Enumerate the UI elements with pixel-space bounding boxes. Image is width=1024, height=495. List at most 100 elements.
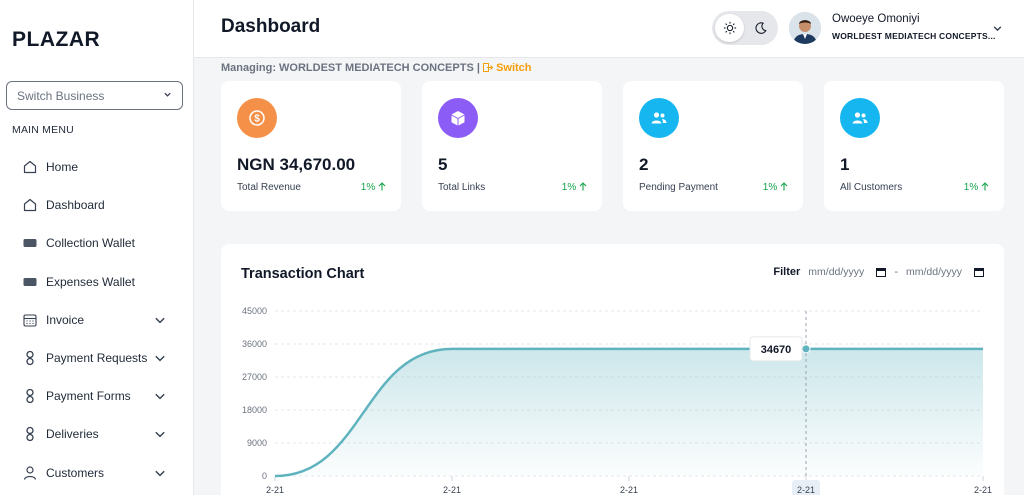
stat-card-all-customers[interactable]: 1 All Customers 1% xyxy=(824,81,1004,211)
calendar-icon[interactable] xyxy=(876,267,887,277)
sidebar-item-label: Dashboard xyxy=(46,198,105,213)
stat-value: NGN 34,670.00 xyxy=(237,155,356,174)
stat-card-pending-payment[interactable]: 2 Pending Payment 1% xyxy=(623,81,803,211)
page-title: Dashboard xyxy=(221,16,321,37)
chevron-down-icon[interactable] xyxy=(154,314,166,326)
sidebar-item-payment-requests[interactable]: Payment Requests xyxy=(0,339,194,377)
stat-value: 2 xyxy=(639,155,649,174)
link-icon xyxy=(22,350,38,366)
tooltip-value: 34670 xyxy=(761,344,792,356)
x-tick-label: 2-21 xyxy=(620,485,638,495)
sidebar-item-label: Payment Requests xyxy=(46,351,148,366)
theme-toggle[interactable] xyxy=(712,11,778,45)
date-separator: - xyxy=(894,266,898,278)
main-menu-label: MAIN MENU xyxy=(12,124,74,136)
stat-card-total-revenue[interactable]: $ NGN 34,670.00 Total Revenue 1% xyxy=(221,81,401,211)
switch-icon xyxy=(483,63,494,72)
y-tick-label: 27000 xyxy=(242,372,267,382)
y-tick-label: 18000 xyxy=(242,405,267,415)
top-header: Dashboard Owoeye Omoniyi WORLDEST MEDIAT… xyxy=(194,0,1024,58)
avatar[interactable] xyxy=(789,12,821,44)
x-tick-highlight xyxy=(792,480,820,495)
x-tick-label: 2-21 xyxy=(443,485,461,495)
transaction-chart-card: Transaction Chart Filter mm/dd/yyyy - mm… xyxy=(221,244,1004,495)
tooltip-box xyxy=(749,336,803,362)
sidebar-item-label: Payment Forms xyxy=(46,389,131,404)
managing-label: Managing: WORLDEST MEDIATECH CONCEPTS | xyxy=(221,62,480,74)
home-icon xyxy=(22,197,38,213)
sidebar-item-label: Deliveries xyxy=(46,427,99,442)
stat-card-total-links[interactable]: 5 Total Links 1% xyxy=(422,81,602,211)
switch-business-select[interactable]: Switch Business xyxy=(6,81,183,110)
x-tick-label: 2-21 xyxy=(266,485,284,495)
light-mode-button[interactable] xyxy=(715,14,744,42)
date-to-placeholder: mm/dd/yyyy xyxy=(905,266,962,278)
stat-trend: 1% xyxy=(964,182,989,193)
user-business: WORLDEST MEDIATECH CONCEPTS... xyxy=(832,31,996,41)
y-tick-label: 45000 xyxy=(242,306,267,316)
user-icon xyxy=(22,465,38,481)
arrow-up-icon xyxy=(981,182,989,191)
chevron-down-icon[interactable] xyxy=(154,467,166,479)
x-tick-label: 2-21 xyxy=(797,485,815,495)
data-point xyxy=(801,344,811,354)
dollar-icon: $ xyxy=(237,98,277,138)
dark-mode-button[interactable] xyxy=(746,14,775,42)
arrow-up-icon xyxy=(780,182,788,191)
series-line xyxy=(274,347,983,478)
switch-business-link[interactable]: Switch xyxy=(483,62,532,74)
stat-trend-value: 1% xyxy=(360,182,376,193)
sidebar-item-deliveries[interactable]: Deliveries xyxy=(0,415,194,453)
sidebar-item-payment-forms[interactable]: Payment Forms xyxy=(0,377,194,415)
calendar-icon[interactable] xyxy=(974,267,984,277)
date-from-placeholder: mm/dd/yyyy xyxy=(808,266,865,278)
stat-value: 5 xyxy=(438,155,448,174)
sun-icon xyxy=(723,21,736,35)
stat-label: Pending Payment xyxy=(639,182,718,193)
stat-trend: 1% xyxy=(361,182,386,193)
x-tick-label: 2-21 xyxy=(974,485,992,495)
link-icon xyxy=(22,388,38,404)
sidebar-item-dashboard[interactable]: Dashboard xyxy=(0,186,194,224)
chevron-down-icon xyxy=(163,90,172,101)
stat-trend: 1% xyxy=(562,182,587,193)
sidebar-item-collection-wallet[interactable]: Collection Wallet xyxy=(0,224,194,262)
home-icon xyxy=(22,159,38,175)
date-to-input[interactable]: mm/dd/yyyy xyxy=(906,266,984,278)
chevron-down-icon[interactable] xyxy=(154,428,166,440)
stat-label: Total Revenue xyxy=(237,182,301,193)
date-from-input[interactable]: mm/dd/yyyy xyxy=(808,266,887,278)
wallet-icon xyxy=(22,235,38,251)
stat-label: All Customers xyxy=(840,182,903,193)
chevron-down-icon[interactable] xyxy=(991,22,1003,34)
sidebar-item-label: Invoice xyxy=(46,312,85,327)
sidebar-item-invoice[interactable]: Invoice xyxy=(0,301,194,339)
sidebar-item-home[interactable]: Home xyxy=(0,148,194,186)
sidebar-item-customers[interactable]: Customers xyxy=(0,454,194,492)
chevron-down-icon[interactable] xyxy=(154,352,166,364)
stat-trend-value: 1% xyxy=(561,182,577,193)
svg-text:$: $ xyxy=(254,114,260,125)
wallet-icon xyxy=(22,274,38,290)
sidebar-item-label: Home xyxy=(46,160,79,175)
y-tick-label: 36000 xyxy=(242,339,267,349)
stat-label: Total Links xyxy=(438,182,486,193)
sidebar-item-expenses-wallet[interactable]: Expenses Wallet xyxy=(0,263,194,301)
cube-icon xyxy=(438,98,478,138)
series-area xyxy=(275,348,983,476)
arrow-up-icon xyxy=(579,182,587,191)
user-name: Owoeye Omoniyi xyxy=(832,13,920,25)
sidebar-item-label: Customers xyxy=(46,465,105,480)
app-logo: PLAZAR xyxy=(12,28,101,51)
sidebar-item-label: Expenses Wallet xyxy=(46,274,135,289)
users-icon xyxy=(840,98,880,138)
arrow-up-icon xyxy=(378,182,386,191)
transaction-chart: 0 9000 18000 27000 36000 45000 2-21 2-21 2-21 2-2… xyxy=(242,306,992,495)
filter-label: Filter xyxy=(773,266,801,278)
chevron-down-icon[interactable] xyxy=(154,390,166,402)
sidebar: PLAZAR Switch Business MAIN MENU Home Das… xyxy=(0,0,194,495)
stat-trend-value: 1% xyxy=(963,182,979,193)
calendar-icon xyxy=(22,312,38,328)
moon-icon xyxy=(755,22,767,34)
y-tick-label: 0 xyxy=(262,471,267,481)
